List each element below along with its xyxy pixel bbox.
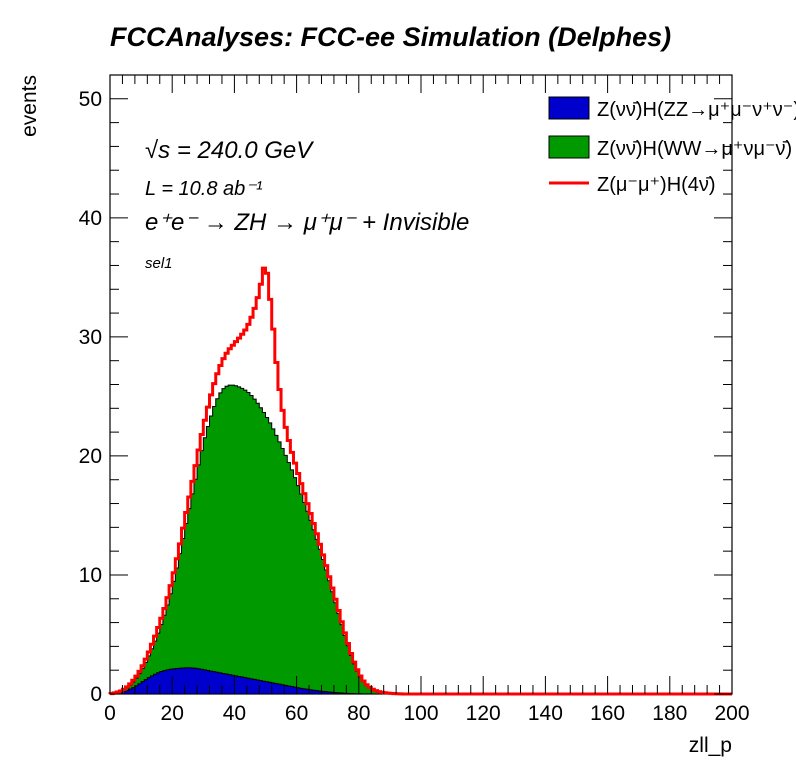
line-series [108, 266, 732, 696]
annotation-process: e⁺e⁻ → ZH → μ⁺μ⁻ + Invisible [145, 209, 469, 236]
x-tick-label: 40 [223, 702, 246, 725]
x-tick-label: 180 [652, 702, 687, 725]
x-tick-label: 80 [347, 702, 370, 725]
annotation-lumi: L = 10.8 ab⁻¹ [145, 178, 263, 200]
x-tick-label: 140 [528, 702, 563, 725]
legend-label-mumu: Z(μ⁻μ⁺)H(4ν̄) [597, 174, 716, 196]
y-tick-label: 20 [79, 445, 102, 468]
annotation-selection: sel1 [145, 255, 173, 272]
annotation-sqrt-s: √s = 240.0 GeV [145, 137, 314, 164]
x-tick-label: 160 [590, 702, 625, 725]
chart-title: FCCAnalyses: FCC-ee Simulation (Delphes) [110, 22, 671, 52]
legend: Z(νν̄)H(ZZ→μ⁺μ⁻ν⁺ν⁻) Z(νν̄)H(WW→μ⁺νμ⁻ν̄)… [548, 96, 796, 196]
x-tick-label: 20 [161, 702, 184, 725]
y-tick-label: 30 [79, 326, 102, 349]
legend-label-ww: Z(νν̄)H(WW→μ⁺νμ⁻ν̄) [597, 138, 792, 160]
legend-label-zz: Z(νν̄)H(ZZ→μ⁺μ⁻ν⁺ν⁻) [597, 99, 796, 121]
x-tick-label: 0 [104, 702, 116, 725]
x-tick-label: 200 [714, 702, 749, 725]
x-tick-label: 60 [285, 702, 308, 725]
y-axis-label: events [18, 75, 41, 137]
x-axis-label: zll_p [689, 734, 732, 757]
y-tick-label: 0 [90, 683, 102, 706]
line-series-mumu [108, 266, 732, 696]
y-tick-label: 10 [79, 564, 102, 587]
axis-ticks: 0 20 40 60 80 100 120 140 160 180 200 0 10 20 30 40 50 [79, 74, 750, 725]
legend-swatch-ww [548, 135, 590, 159]
y-tick-label: 40 [79, 207, 102, 230]
legend-swatch-zz [548, 96, 590, 120]
x-tick-label: 120 [466, 702, 501, 725]
x-tick-label: 100 [403, 702, 438, 725]
y-tick-label: 50 [79, 88, 102, 111]
